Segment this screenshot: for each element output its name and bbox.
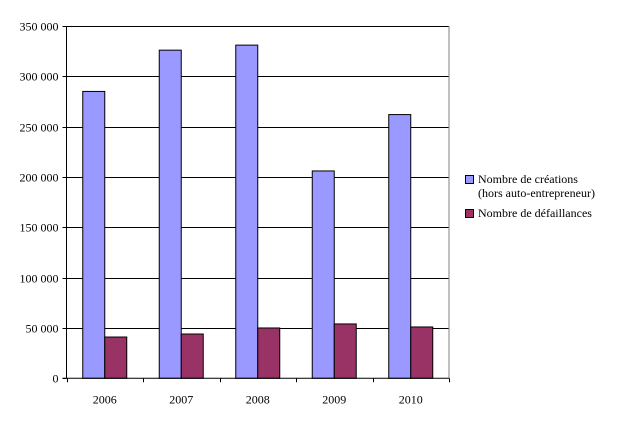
- y-tick-label: 0: [53, 372, 59, 386]
- y-tick-label: 50 000: [26, 322, 59, 336]
- legend-swatch-defaillances: [465, 209, 474, 218]
- x-tick-label: 2006: [93, 392, 117, 406]
- legend-item-defaillances: Nombre de défaillances: [465, 206, 595, 220]
- y-tick-label: 250 000: [20, 121, 59, 135]
- bar-creations-2008: [235, 44, 259, 379]
- bar-defaillances-2007: [180, 333, 204, 379]
- bar-defaillances-2006: [104, 336, 128, 379]
- bar-defaillances-2008: [257, 327, 281, 379]
- x-tick-label: 2009: [322, 392, 346, 406]
- legend-item-creations: Nombre de créations (hors auto-entreprene…: [465, 172, 595, 200]
- bar-creations-2009: [311, 170, 335, 379]
- bar-creations-2010: [388, 114, 412, 379]
- y-tick-label: 200 000: [20, 171, 59, 185]
- legend-swatch-creations: [465, 175, 474, 184]
- legend-label-creations-sub: (hors auto-entrepreneur): [478, 186, 595, 200]
- y-tick-label: 100 000: [20, 272, 59, 286]
- bar-creations-2006: [82, 90, 106, 379]
- bar-defaillances-2010: [410, 326, 434, 379]
- y-tick-label: 150 000: [20, 221, 59, 235]
- y-tick-label: 350 000: [20, 20, 59, 34]
- bar-creations-2007: [158, 49, 182, 379]
- legend-label-defaillances: Nombre de défaillances: [478, 206, 592, 220]
- legend: Nombre de créations (hors auto-entreprene…: [465, 172, 595, 226]
- x-tick-label: 2008: [246, 392, 270, 406]
- x-tick-label: 2007: [169, 392, 193, 406]
- legend-label-creations: Nombre de créations: [478, 172, 578, 186]
- bar-defaillances-2009: [333, 323, 357, 379]
- x-tick-label: 2010: [399, 392, 423, 406]
- y-tick-label: 300 000: [20, 70, 59, 84]
